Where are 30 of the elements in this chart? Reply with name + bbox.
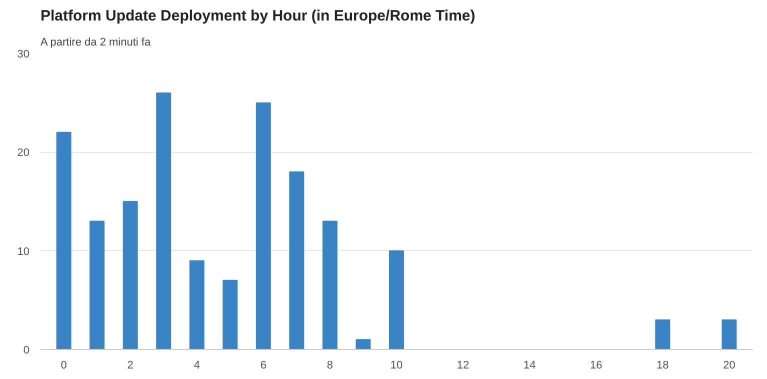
- bar: [256, 102, 271, 350]
- bar: [322, 220, 338, 350]
- x-tick-label: 6: [260, 360, 266, 372]
- bar: [122, 201, 138, 350]
- y-tick-label: 10: [17, 246, 30, 258]
- bar: [222, 280, 238, 350]
- bar: [289, 171, 304, 350]
- y-tick-label: 0: [23, 344, 30, 356]
- y-tick-label: 30: [17, 48, 30, 60]
- x-tick-label: 2: [127, 360, 134, 372]
- bar: [356, 339, 371, 350]
- x-tick-label: 8: [326, 360, 334, 372]
- x-tick-label: 12: [456, 360, 470, 372]
- bar: [156, 92, 172, 350]
- x-tick-label: 18: [656, 360, 669, 372]
- y-tick-label: 20: [17, 147, 30, 160]
- bar: [90, 220, 105, 350]
- chart-subtitle: A partire da 2 minuti fa: [40, 36, 152, 48]
- bar: [722, 319, 737, 350]
- bar: [189, 260, 204, 350]
- chart-title: Platform Update Deployment by Hour (in Europe/Rome Time): [40, 8, 476, 24]
- x-tick-label: 20: [723, 360, 736, 372]
- x-tick-label: 14: [523, 360, 536, 372]
- bar: [389, 250, 404, 350]
- x-tick-label: 0: [60, 360, 67, 372]
- x-tick-label: 4: [194, 360, 200, 372]
- x-tick-label: 16: [590, 360, 602, 372]
- bar: [655, 319, 670, 350]
- bar: [56, 132, 72, 350]
- x-tick-label: 10: [390, 360, 403, 372]
